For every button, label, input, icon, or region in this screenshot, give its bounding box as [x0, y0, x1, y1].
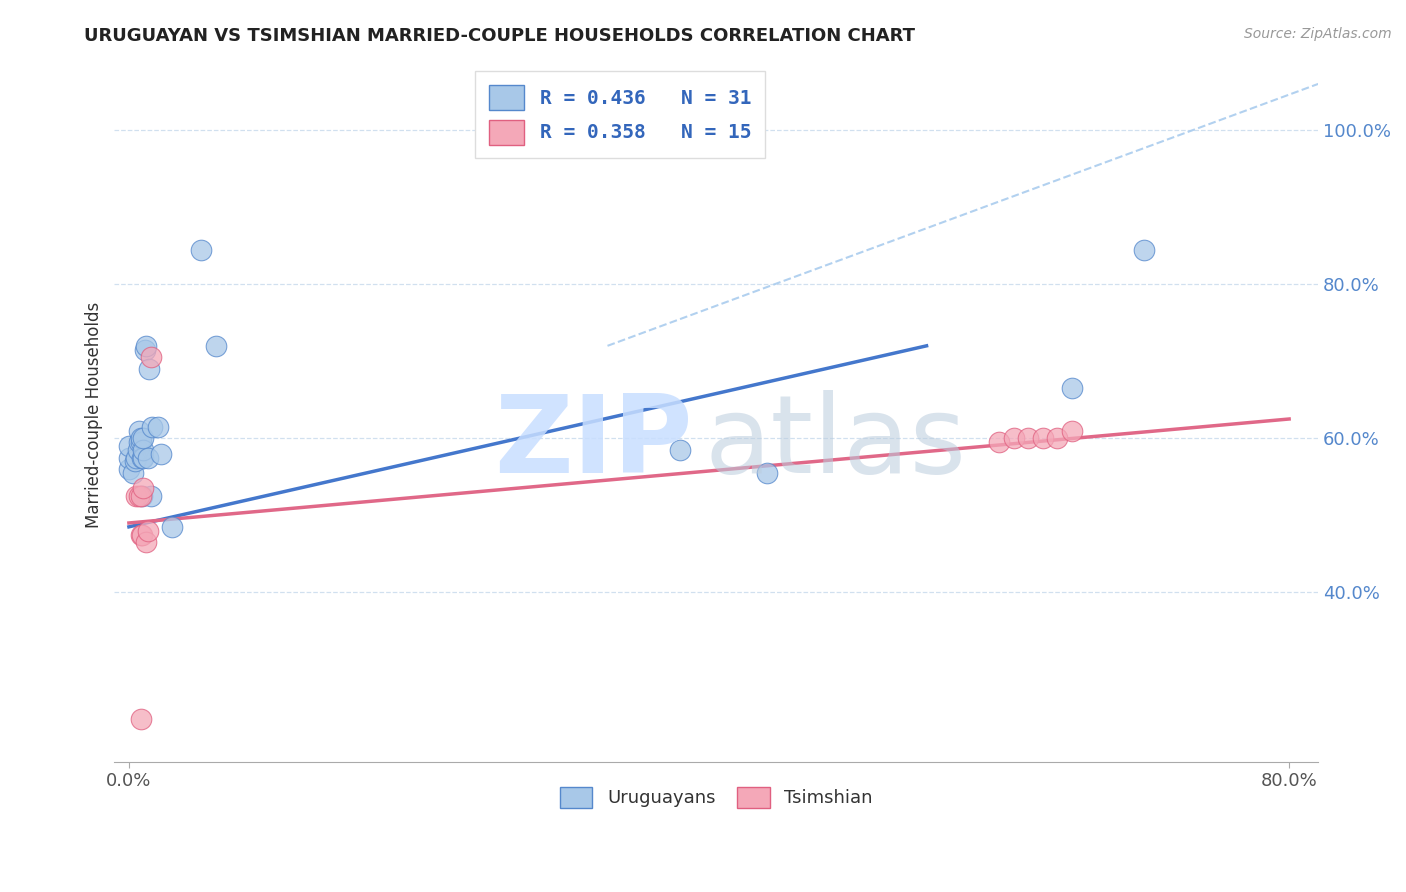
Point	[131, 489, 153, 503]
Point	[128, 435, 150, 450]
Point	[988, 435, 1011, 450]
Point	[131, 450, 153, 465]
Point	[1032, 431, 1054, 445]
Point	[118, 439, 141, 453]
Point	[118, 450, 141, 465]
Point	[1060, 424, 1083, 438]
Text: ZIP: ZIP	[494, 390, 692, 496]
Point	[118, 462, 141, 476]
Point	[135, 339, 157, 353]
Point	[134, 343, 156, 357]
Point	[162, 520, 184, 534]
Point	[149, 447, 172, 461]
Text: Source: ZipAtlas.com: Source: ZipAtlas.com	[1244, 27, 1392, 41]
Point	[138, 362, 160, 376]
Text: atlas: atlas	[704, 390, 966, 496]
Point	[127, 442, 149, 457]
Point	[139, 489, 162, 503]
Point	[125, 450, 148, 465]
Point	[1060, 381, 1083, 395]
Point	[132, 431, 155, 445]
Point	[669, 442, 692, 457]
Point	[141, 419, 163, 434]
Point	[129, 431, 152, 445]
Point	[146, 419, 169, 434]
Text: URUGUAYAN VS TSIMSHIAN MARRIED-COUPLE HOUSEHOLDS CORRELATION CHART: URUGUAYAN VS TSIMSHIAN MARRIED-COUPLE HO…	[84, 27, 915, 45]
Point	[1017, 431, 1039, 445]
Point	[190, 243, 212, 257]
Point	[205, 339, 228, 353]
Point	[129, 527, 152, 541]
Point	[136, 524, 159, 538]
Point	[128, 424, 150, 438]
Legend: Uruguayans, Tsimshian: Uruguayans, Tsimshian	[553, 780, 880, 815]
Point	[129, 713, 152, 727]
Point	[128, 489, 150, 503]
Point	[122, 466, 145, 480]
Point	[124, 454, 146, 468]
Point	[132, 481, 155, 495]
Point	[136, 450, 159, 465]
Point	[1133, 243, 1156, 257]
Point	[135, 535, 157, 549]
Point	[131, 527, 153, 541]
Y-axis label: Married-couple Households: Married-couple Households	[86, 302, 103, 528]
Point	[1046, 431, 1069, 445]
Point	[125, 489, 148, 503]
Point	[132, 450, 155, 465]
Point	[756, 466, 779, 480]
Point	[129, 489, 152, 503]
Point	[132, 442, 155, 457]
Point	[139, 351, 162, 365]
Point	[129, 435, 152, 450]
Point	[1002, 431, 1025, 445]
